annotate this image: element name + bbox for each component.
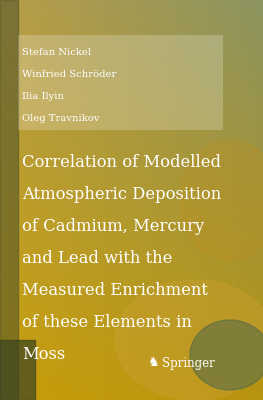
- Text: of Cadmium, Mercury: of Cadmium, Mercury: [22, 218, 204, 235]
- Ellipse shape: [190, 320, 263, 390]
- Bar: [0, 0, 18, 400]
- Ellipse shape: [180, 140, 263, 260]
- Text: Stefan Nickel: Stefan Nickel: [22, 48, 91, 57]
- Text: of these Elements in: of these Elements in: [22, 314, 192, 331]
- Text: Correlation of Modelled: Correlation of Modelled: [22, 154, 221, 171]
- Ellipse shape: [115, 280, 263, 400]
- Text: ♞: ♞: [148, 356, 160, 370]
- Text: Oleg Travnikov: Oleg Travnikov: [22, 114, 99, 123]
- Bar: [0, 340, 35, 400]
- Text: Atmospheric Deposition: Atmospheric Deposition: [22, 186, 221, 203]
- Text: Ilia Ilyin: Ilia Ilyin: [22, 92, 64, 101]
- Text: Moss: Moss: [22, 346, 65, 363]
- Bar: [18, 35, 223, 130]
- Text: Springer: Springer: [162, 356, 215, 370]
- Text: and Lead with the: and Lead with the: [22, 250, 172, 267]
- Text: Winfried Schröder: Winfried Schröder: [22, 70, 116, 79]
- Text: Measured Enrichment: Measured Enrichment: [22, 282, 208, 299]
